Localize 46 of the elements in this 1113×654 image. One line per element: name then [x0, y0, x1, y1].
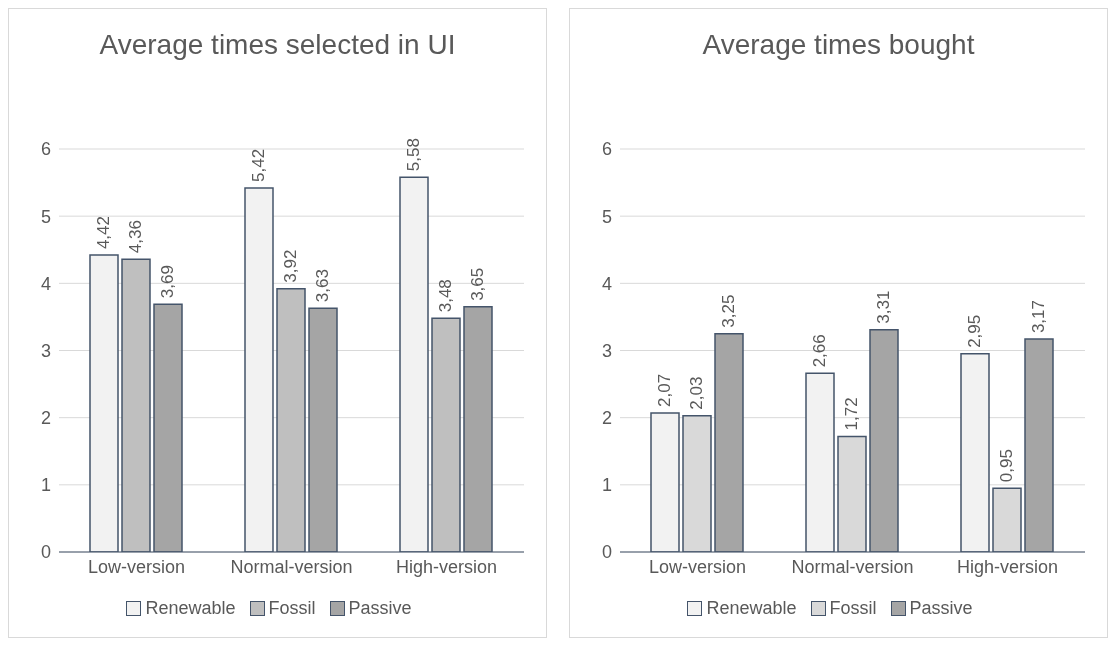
data-label: 3,65	[468, 267, 488, 301]
data-label: 5,58	[404, 138, 424, 172]
x-tick-label: Low-version	[87, 556, 186, 577]
y-tick-label: 1	[40, 475, 51, 496]
data-label: 3,92	[281, 249, 301, 283]
data-label: 3,17	[1029, 299, 1049, 334]
chart-title: Average times bought	[701, 29, 976, 62]
data-label: 0,95	[997, 449, 1017, 483]
data-label: 2,07	[655, 373, 675, 407]
legend-label: Renewable	[145, 598, 236, 619]
x-tick-label: High-version	[395, 556, 498, 577]
data-label: 4,36	[126, 220, 146, 254]
y-tick-label: 3	[601, 340, 612, 361]
data-label: 5,42	[249, 148, 269, 182]
y-tick-label: 5	[601, 206, 612, 227]
y-tick-label: 4	[40, 273, 51, 294]
y-tick-label: 4	[601, 273, 612, 294]
x-tick-label: Normal-version	[230, 556, 353, 577]
x-tick-label: Low-version	[648, 556, 747, 577]
y-tick-label: 1	[601, 475, 612, 496]
data-label: 2,66	[810, 334, 830, 368]
data-label: 3,48	[436, 279, 456, 313]
data-label: 2,03	[687, 376, 707, 410]
data-label: 3,69	[158, 265, 178, 299]
legend-label: Renewable	[706, 598, 797, 619]
data-label: 3,25	[719, 294, 739, 328]
y-tick-label: 2	[601, 408, 612, 429]
y-tick-label: 6	[40, 139, 51, 160]
data-label: 2,95	[965, 314, 985, 348]
chart-title: Average times selected in UI	[98, 29, 457, 62]
data-label: 1,72	[842, 397, 862, 431]
y-tick-label: 6	[601, 139, 612, 160]
x-tick-label: High-version	[956, 556, 1059, 577]
y-tick-label: 3	[40, 340, 51, 361]
y-tick-label: 0	[601, 542, 612, 563]
y-tick-label: 2	[40, 408, 51, 429]
y-tick-label: 0	[40, 542, 51, 563]
legend-label: Passive	[348, 598, 412, 619]
data-label: 4,42	[94, 216, 114, 250]
data-label: 3,31	[874, 290, 894, 324]
x-tick-label: Normal-version	[791, 556, 914, 577]
legend-label: Fossil	[268, 598, 316, 619]
legend-label: Passive	[909, 598, 973, 619]
data-label: 3,63	[313, 269, 333, 303]
y-tick-label: 5	[40, 206, 51, 227]
legend-label: Fossil	[829, 598, 877, 619]
